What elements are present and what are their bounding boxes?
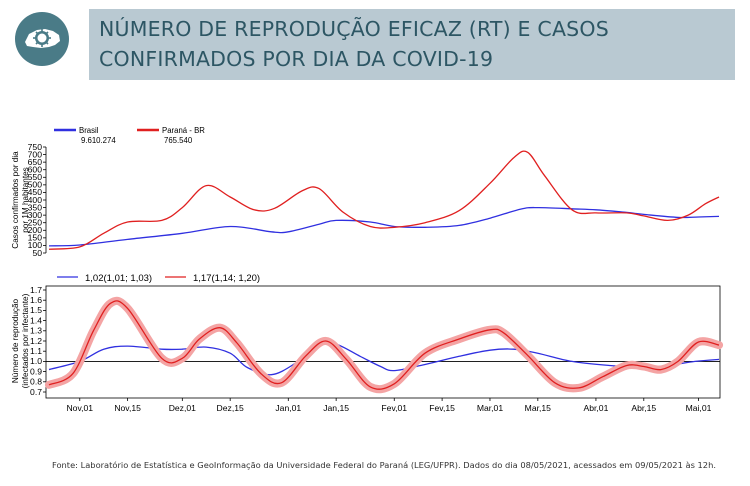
rt-y-tick-label: 1.6 bbox=[30, 295, 42, 305]
rt-x-tick-label: Nov,15 bbox=[114, 403, 141, 413]
cases-y-tick-label: 300 bbox=[28, 210, 43, 220]
rt-y-tick-label: 1.1 bbox=[30, 346, 42, 356]
rt-x-tick-label: Dez,15 bbox=[217, 403, 244, 413]
cases-y-tick-label: 100 bbox=[28, 240, 43, 250]
legend-population: 765.540 bbox=[164, 136, 193, 145]
title-banner: NÚMERO DE REPRODUÇÃO EFICAZ (RT) E CASOS… bbox=[89, 9, 735, 80]
rt-y-tick-label: 1.3 bbox=[30, 326, 42, 336]
rt-y-tick-label: 0.8 bbox=[30, 377, 42, 387]
cases-y-tick-label: 650 bbox=[28, 157, 43, 167]
rt-line-parana bbox=[48, 300, 720, 390]
rt-y-tick-label: 0.9 bbox=[30, 366, 42, 376]
rt-x-tick-label: Fev,15 bbox=[429, 403, 455, 413]
rt-y-tick-label: 1.7 bbox=[30, 285, 42, 295]
legend-series-name: 1,02(1,01; 1,03) bbox=[85, 273, 152, 284]
rt-y-tick-label: 1.5 bbox=[30, 305, 42, 315]
cases-y-tick-label: 750 bbox=[28, 142, 43, 152]
cases-y-tick-label: 550 bbox=[28, 172, 43, 182]
cases-y-axis-label-line: por 1M habitantes bbox=[21, 167, 30, 233]
cases-y-tick-label: 250 bbox=[28, 218, 43, 228]
legend-series-name: Paraná - BR bbox=[162, 126, 205, 135]
series-line-parana bbox=[48, 150, 720, 250]
rt-x-tick-label: Jan,01 bbox=[275, 403, 301, 413]
legend-series-name: Brasil bbox=[79, 126, 99, 135]
rt-x-tick-label: Nov,01 bbox=[66, 403, 93, 413]
cases-y-axis-label-line: Casos confirmados por dia bbox=[11, 151, 20, 249]
rt-x-tick-label: Dez,01 bbox=[169, 403, 196, 413]
rt-x-tick-label: Mar,01 bbox=[477, 403, 503, 413]
cases-y-tick-label: 600 bbox=[28, 165, 43, 175]
rt-y-tick-label: 1.0 bbox=[30, 356, 42, 366]
cases-y-tick-label: 50 bbox=[32, 248, 42, 258]
rt-y-tick-label: 0.7 bbox=[30, 387, 42, 397]
confidence-band-parana bbox=[44, 296, 724, 394]
parana-virus-map-icon bbox=[25, 29, 60, 48]
rt-x-tick-label: Jan,15 bbox=[323, 403, 349, 413]
rt-x-tick-label: Mai,01 bbox=[686, 403, 712, 413]
rt-x-tick-label: Abr,15 bbox=[631, 403, 656, 413]
page-title-line-2: CONFIRMADOS POR DIA DA COVID-19 bbox=[99, 47, 494, 71]
cases-panel: 5010015020025030035040045050055060065070… bbox=[11, 126, 720, 258]
rt-panel: 0.70.80.91.01.11.21.31.41.51.61.7Número … bbox=[11, 273, 724, 413]
rt-y-tick-label: 1.2 bbox=[30, 336, 42, 346]
rt-y-axis-label-line: (infectados por infectante) bbox=[21, 293, 30, 388]
legend-series-name: 1,17(1,14; 1,20) bbox=[193, 273, 260, 284]
rt-line-brasil bbox=[48, 341, 720, 376]
rt-x-tick-label: Abr,01 bbox=[584, 403, 609, 413]
rt-x-tick-label: Mar,15 bbox=[525, 403, 551, 413]
source-footnote: Fonte: Laboratório de Estatística e GeoI… bbox=[52, 460, 716, 470]
cases-y-tick-label: 400 bbox=[28, 195, 43, 205]
covid-charts: 5010015020025030035040045050055060065070… bbox=[11, 126, 724, 413]
cases-y-tick-label: 500 bbox=[28, 180, 43, 190]
cases-y-tick-label: 350 bbox=[28, 202, 43, 212]
rt-y-axis-label: Número de reprodução(infectados por infe… bbox=[11, 293, 30, 388]
cases-y-tick-label: 150 bbox=[28, 233, 43, 243]
rt-x-tick-label: Fev,01 bbox=[381, 403, 407, 413]
cases-y-axis-label: Casos confirmados por diapor 1M habitant… bbox=[11, 151, 30, 249]
page-title-line-1: NÚMERO DE REPRODUÇÃO EFICAZ (RT) E CASOS bbox=[99, 17, 609, 41]
cases-y-tick-label: 200 bbox=[28, 225, 43, 235]
header-icon bbox=[15, 12, 69, 66]
rt-y-axis-label-line: Número de reprodução bbox=[11, 298, 20, 383]
legend-population: 9.610.274 bbox=[81, 136, 116, 145]
cases-y-tick-label: 450 bbox=[28, 187, 43, 197]
cases-y-tick-label: 700 bbox=[28, 149, 43, 159]
rt-y-tick-label: 1.4 bbox=[30, 315, 42, 325]
